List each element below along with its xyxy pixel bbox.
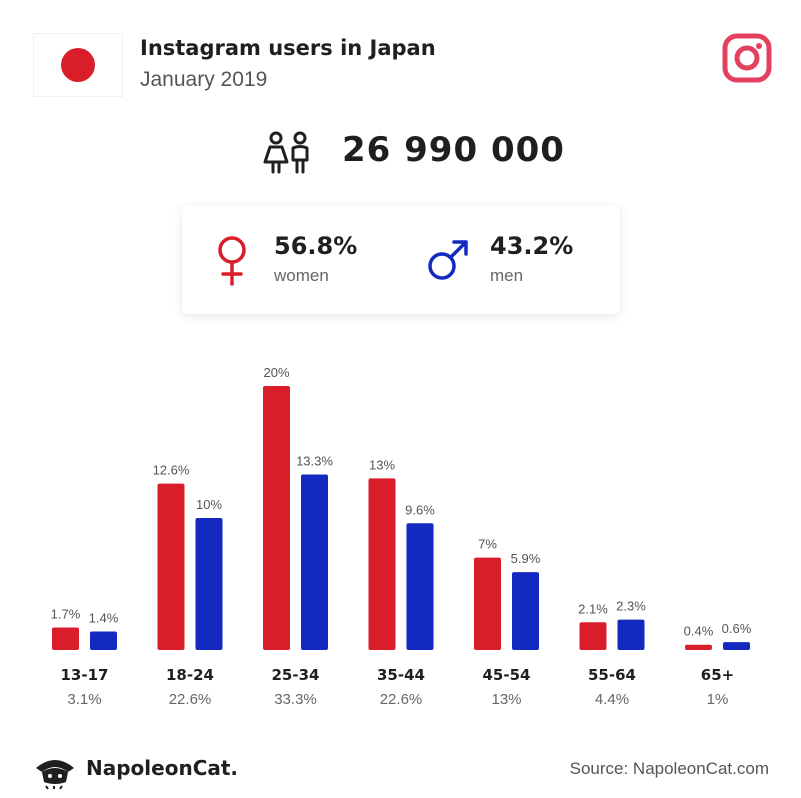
bar-women-65+ [685,644,712,650]
page-subtitle: January 2019 [140,68,268,91]
female-symbol-icon [218,236,246,286]
bar-men-55-64 [617,619,645,650]
bar-value-label: 13.3% [296,453,333,468]
bar-women-35-44 [368,478,396,650]
bar-women-18-24 [157,483,185,650]
category-label: 55-64 [588,666,636,684]
men-percentage: 43.2% [490,232,574,260]
category-label: 35-44 [377,666,425,684]
bar-value-label: 0.4% [684,624,714,639]
japan-flag-icon [34,34,122,96]
bar-value-label: 7% [478,537,497,552]
bar-men-65+ [723,642,750,650]
bar-women-25-34 [263,386,290,650]
bar-value-label: 10% [196,497,222,512]
bar-value-label: 0.6% [722,621,752,636]
women-percentage: 56.8% [274,232,358,260]
bar-value-label: 12.6% [153,463,190,478]
male-symbol-icon [428,240,468,280]
napoleoncat-logo-icon [36,760,74,790]
total-users: 26 990 000 [342,130,565,170]
bar-men-18-24 [195,518,223,650]
bar-men-25-34 [301,474,328,650]
category-label: 45-54 [483,666,531,684]
category-total-label: 33.3% [274,691,317,708]
category-total-label: 22.6% [380,691,423,708]
bar-value-label: 5.9% [511,551,541,566]
brand-name: NapoleonCat. [86,756,239,780]
bar-value-label: 20% [263,365,289,380]
gender-card: 56.8% women 43.2% men [182,206,620,314]
bar-value-label: 9.6% [405,502,435,517]
bar-men-35-44 [406,523,434,650]
bar-women-45-54 [474,557,501,650]
category-total-label: 4.4% [595,691,629,708]
age-bar-chart: 1.7% 1.4% 13-17 3.1% 12.6% 10% 18-24 22.6% 20% 13… [51,365,752,708]
bar-value-label: 2.1% [578,601,608,616]
people-icon [263,131,309,174]
instagram-icon [722,33,772,83]
bar-value-label: 1.4% [89,611,119,626]
category-total-label: 1% [707,691,729,708]
bar-value-label: 1.7% [51,607,81,622]
category-total-label: 22.6% [169,691,212,708]
page-title: Instagram users in Japan [140,36,436,60]
bar-women-13-17 [52,627,79,650]
source-credit: Source: NapoleonCat.com [569,759,769,778]
bar-men-45-54 [512,572,539,650]
women-label: women [274,266,329,285]
category-label: 25-34 [272,666,320,684]
bar-value-label: 13% [369,457,395,472]
category-label: 13-17 [61,666,109,684]
flag-red-disc [61,48,95,82]
bar-women-55-64 [579,622,607,650]
category-total-label: 13% [491,691,521,708]
category-total-label: 3.1% [67,691,101,708]
category-label: 18-24 [166,666,214,684]
category-label: 65+ [701,666,734,684]
bar-value-label: 2.3% [616,599,646,614]
bar-men-13-17 [90,631,117,650]
men-label: men [490,266,524,285]
